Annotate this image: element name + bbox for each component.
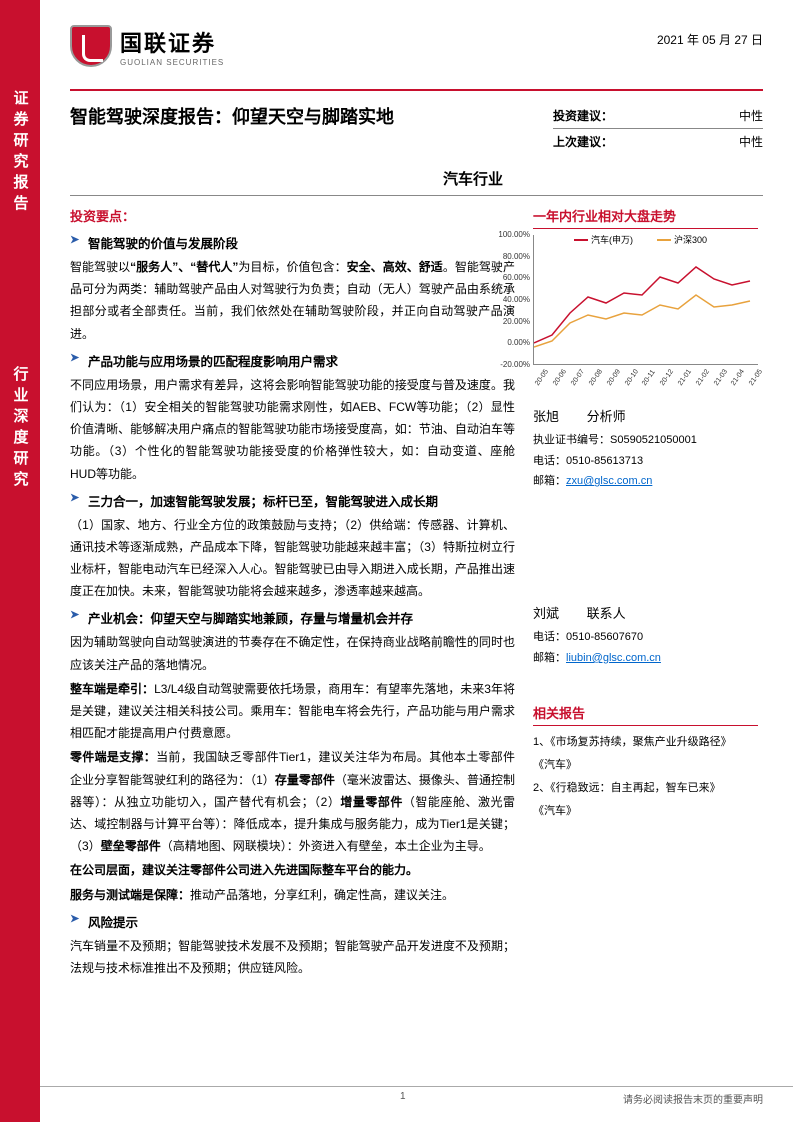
para-company: 在公司层面，建议关注零部件公司进入先进国际整车平台的能力。 [70, 859, 515, 881]
section-head-3: 产业机会：仰望天空与脚踏实地兼顾，存量与增量机会并存 [88, 608, 515, 627]
left-label-2: 行业深度研究 [10, 366, 31, 492]
rating-label-1: 投资建议： [553, 107, 613, 124]
related-item: 《汽车》 [533, 801, 758, 822]
analyst2-tel: 0510-85607670 [566, 631, 643, 643]
related-item: 1、《市场复苏持续，聚焦产业升级路径》 [533, 732, 758, 753]
analyst1-mail[interactable]: zxu@glsc.com.cn [566, 475, 652, 487]
page-body: 国联证券 GUOLIAN SECURITIES 2021 年 05 月 27 日… [40, 0, 793, 1122]
top-rule [70, 89, 763, 91]
side-column: 一年内行业相对大盘走势 汽车(申万) 沪深300 100.00%80.00%60… [533, 206, 758, 981]
section-body-2: （1）国家、地方、行业全方位的政策鼓励与支持；（2）供给端：传感器、计算机、通讯… [70, 514, 515, 603]
footer-disclaimer: 请务必阅读报告末页的重要声明 [623, 1091, 763, 1106]
section-body-3: 因为辅助驾驶向自动驾驶演进的节奏存在不确定性，在保持商业战略前瞻性的同时也应该关… [70, 631, 515, 675]
chart-heading: 一年内行业相对大盘走势 [533, 206, 758, 229]
related-item: 2、《行稳致远：自主再起，智车已来》 [533, 778, 758, 799]
rating-value-1: 中性 [739, 107, 763, 124]
analyst-block-1: 张旭 分析师 执业证书编号：S0590521050001 电话：0510-856… [533, 405, 758, 492]
analyst-block-2: 刘斌 联系人 电话：0510-85607670 邮箱：liubin@glsc.c… [533, 602, 758, 668]
logo-text-en: GUOLIAN SECURITIES [120, 58, 224, 67]
report-date: 2021 年 05 月 27 日 [657, 25, 763, 48]
section-body-0: 智能驾驶以“服务人”、“替代人”为目标，价值包含：安全、高效、舒适。智能驾驶产品… [70, 256, 515, 345]
divider [70, 195, 763, 196]
analyst2-name: 刘斌 [533, 606, 559, 621]
logo-icon [70, 25, 112, 67]
rating-value-2: 中性 [739, 133, 763, 150]
analyst2-mail[interactable]: liubin@glsc.com.cn [566, 652, 661, 664]
para-service: 服务与测试端是保障：推动产品落地，分享红利，确定性高，建议关注。 [70, 884, 515, 906]
section-head-0: 智能驾驶的价值与发展阶段 [88, 233, 515, 252]
section-head-2: 三力合一，加速智能驾驶发展；标杆已至，智能驾驶进入成长期 [88, 491, 515, 510]
related-reports: 相关报告 1、《市场复苏持续，聚焦产业升级路径》《汽车》2、《行稳致远：自主再起… [533, 703, 758, 822]
risk-body: 汽车销量不及预期；智能驾驶技术发展不及预期；智能驾驶产品开发进度不及预期；法规与… [70, 935, 515, 979]
para-vehicle: 整车端是牵引：L3/L4级自动驾驶需要依托场景，商用车：有望率先落地，未来3年将… [70, 678, 515, 745]
analyst1-tel: 0510-85613713 [566, 455, 643, 467]
section-head-1: 产品功能与应用场景的匹配程度影响用户需求 [88, 351, 515, 370]
left-sidebar: 证券研究报告 行业深度研究 [0, 0, 40, 1122]
para-parts: 零件端是支撑：当前，我国缺乏零部件Tier1，建议关注华为布局。其他本土零部件企… [70, 746, 515, 857]
performance-chart: 汽车(申万) 沪深300 100.00%80.00%60.00%40.00%20… [533, 235, 758, 365]
page-number: 1 [400, 1091, 406, 1106]
related-item: 《汽车》 [533, 755, 758, 776]
left-label-1: 证券研究报告 [10, 90, 31, 216]
investment-points-heading: 投资要点： [70, 206, 515, 225]
analyst1-name: 张旭 [533, 409, 559, 424]
report-title: 智能驾驶深度报告：仰望天空与脚踏实地 [70, 103, 530, 129]
risk-head: 风险提示 [88, 912, 515, 931]
related-heading: 相关报告 [533, 703, 758, 726]
analyst2-role: 联系人 [587, 606, 626, 621]
x-axis-ticks: 20-0520-0620-0720-0820-0920-1020-1120-12… [534, 383, 758, 390]
rating-label-2: 上次建议： [553, 133, 613, 150]
chart-svg [534, 235, 759, 365]
analyst1-cert: S0590521050001 [610, 434, 697, 446]
rating-box: 投资建议： 中性 上次建议： 中性 [553, 103, 763, 154]
logo-text-cn: 国联证券 [120, 26, 224, 58]
footer: 1 请务必阅读报告末页的重要声明 [40, 1086, 793, 1106]
analyst1-role: 分析师 [587, 409, 626, 424]
main-column: 投资要点： 智能驾驶的价值与发展阶段 智能驾驶以“服务人”、“替代人”为目标，价… [70, 206, 515, 981]
section-body-1: 不同应用场景，用户需求有差异，这将会影响智能驾驶功能的接受度与普及速度。我们认为… [70, 374, 515, 485]
sector-name: 汽车行业 [70, 168, 763, 189]
logo-block: 国联证券 GUOLIAN SECURITIES [70, 25, 224, 67]
header: 国联证券 GUOLIAN SECURITIES 2021 年 05 月 27 日 [70, 25, 763, 85]
